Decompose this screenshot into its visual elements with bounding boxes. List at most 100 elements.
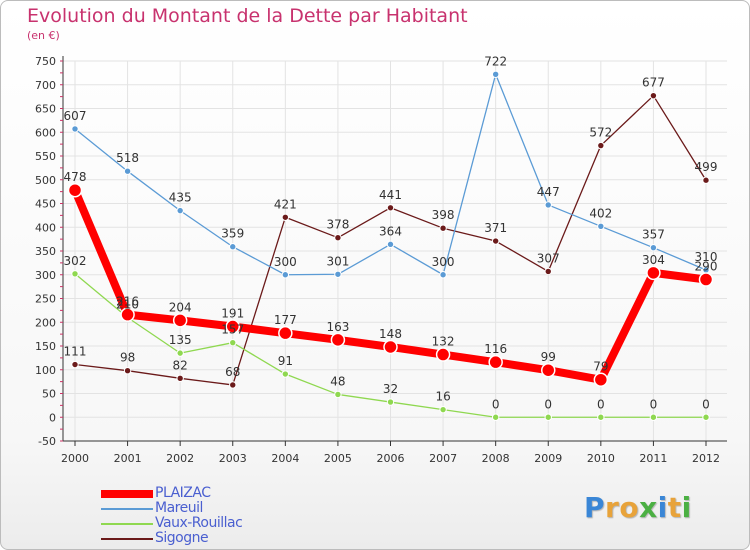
data-point <box>593 372 609 387</box>
data-label: 116 <box>484 342 507 356</box>
data-point <box>386 398 395 406</box>
y-tick-label: 50 <box>42 388 56 401</box>
data-point <box>597 222 605 231</box>
data-point <box>491 70 500 79</box>
data-label: 132 <box>432 335 455 349</box>
data-point <box>334 270 342 278</box>
x-tick-label: 2006 <box>377 452 405 465</box>
logo-letter: i <box>657 491 668 524</box>
y-tick-label: 700 <box>35 79 56 92</box>
data-label: 359 <box>221 227 244 241</box>
legend-item-plaizac: PLAIZAC <box>101 486 242 501</box>
data-label: 398 <box>432 208 455 222</box>
legend: PLAIZAC Mareuil Vaux-Rouillac Sigogne <box>101 486 243 546</box>
y-tick-label: 650 <box>35 103 56 116</box>
logo-letter: x <box>639 491 658 524</box>
x-tick-label: 2010 <box>587 452 615 465</box>
data-label: 402 <box>589 206 612 220</box>
x-tick-label: 2012 <box>692 452 720 465</box>
data-label: 98 <box>120 351 135 365</box>
data-point <box>71 270 79 278</box>
legend-label: Vaux-Rouillac <box>155 515 243 531</box>
y-tick-label: -50 <box>38 435 56 448</box>
data-label: 302 <box>64 254 87 268</box>
legend-label: Sigogne <box>155 530 209 546</box>
legend-swatch <box>101 522 153 525</box>
x-tick-label: 2007 <box>429 452 457 465</box>
data-label: 499 <box>695 160 718 174</box>
data-label: 32 <box>383 382 398 396</box>
x-tick-label: 2001 <box>114 452 142 465</box>
data-label: 300 <box>432 255 455 269</box>
x-tick-label: 2004 <box>271 452 299 465</box>
data-label: 0 <box>544 397 552 411</box>
legend-item-sigogne: Sigogne <box>101 531 242 546</box>
y-tick-label: 150 <box>35 340 56 353</box>
data-label: 148 <box>379 327 402 341</box>
data-point <box>123 167 132 175</box>
y-tick-label: 200 <box>35 316 56 329</box>
data-point <box>597 413 605 421</box>
data-point <box>439 405 447 414</box>
data-point <box>229 243 237 251</box>
legend-item-vaux-rouillac: Vaux-Rouillac <box>101 515 243 531</box>
data-point <box>386 240 395 249</box>
data-label: 572 <box>589 126 612 140</box>
data-point <box>597 141 605 150</box>
data-label: 79 <box>593 360 608 374</box>
data-point <box>281 370 290 378</box>
data-label: 0 <box>650 397 658 411</box>
data-point <box>702 413 710 421</box>
data-point <box>281 213 290 221</box>
data-label: 677 <box>642 76 665 90</box>
data-label: 135 <box>169 333 192 347</box>
data-point <box>71 360 79 369</box>
y-tick-label: 450 <box>35 198 56 211</box>
data-label: 435 <box>169 191 192 205</box>
x-tick-label: 2008 <box>482 452 510 465</box>
data-point <box>435 347 451 362</box>
y-tick-label: 600 <box>35 126 56 139</box>
data-label: 357 <box>642 228 665 242</box>
data-label: 518 <box>116 151 139 165</box>
y-tick-label: 250 <box>35 293 56 306</box>
chart-title: Evolution du Montant de la Dette par Hab… <box>27 5 468 27</box>
y-tick-label: 100 <box>35 364 56 377</box>
data-label: 204 <box>169 300 192 314</box>
data-point <box>702 176 710 184</box>
data-label: 177 <box>274 313 297 327</box>
data-point <box>176 349 184 357</box>
data-point <box>649 413 658 421</box>
data-label: 421 <box>274 197 297 211</box>
data-point <box>544 267 552 276</box>
series-layer <box>67 70 714 421</box>
data-label: 111 <box>64 345 87 359</box>
logo-letter: r <box>605 491 620 524</box>
data-label: 210 <box>116 298 139 312</box>
data-point <box>330 332 346 348</box>
data-point <box>488 354 503 370</box>
y-tick-label: 300 <box>35 269 56 282</box>
logo-letter: i <box>681 491 692 524</box>
data-point <box>649 91 658 100</box>
data-point <box>698 272 714 287</box>
data-point <box>334 234 342 242</box>
data-label: 68 <box>225 365 240 379</box>
data-point <box>544 201 552 209</box>
x-tick-label: 2002 <box>166 452 194 465</box>
data-label: 157 <box>221 323 244 337</box>
data-label: 191 <box>221 307 244 321</box>
legend-item-mareuil: Mareuil <box>101 501 242 516</box>
x-tick-label: 2011 <box>639 452 667 465</box>
data-point <box>172 313 188 328</box>
data-point <box>176 206 184 215</box>
data-label: 607 <box>64 109 87 123</box>
data-label: 99 <box>541 350 556 364</box>
data-point <box>71 125 79 133</box>
data-point <box>67 182 83 198</box>
data-label: 48 <box>330 374 345 388</box>
data-label: 300 <box>274 255 297 269</box>
proxiti-logo: Proxiti <box>584 491 692 524</box>
data-label: 478 <box>64 170 87 184</box>
data-point <box>334 390 342 399</box>
